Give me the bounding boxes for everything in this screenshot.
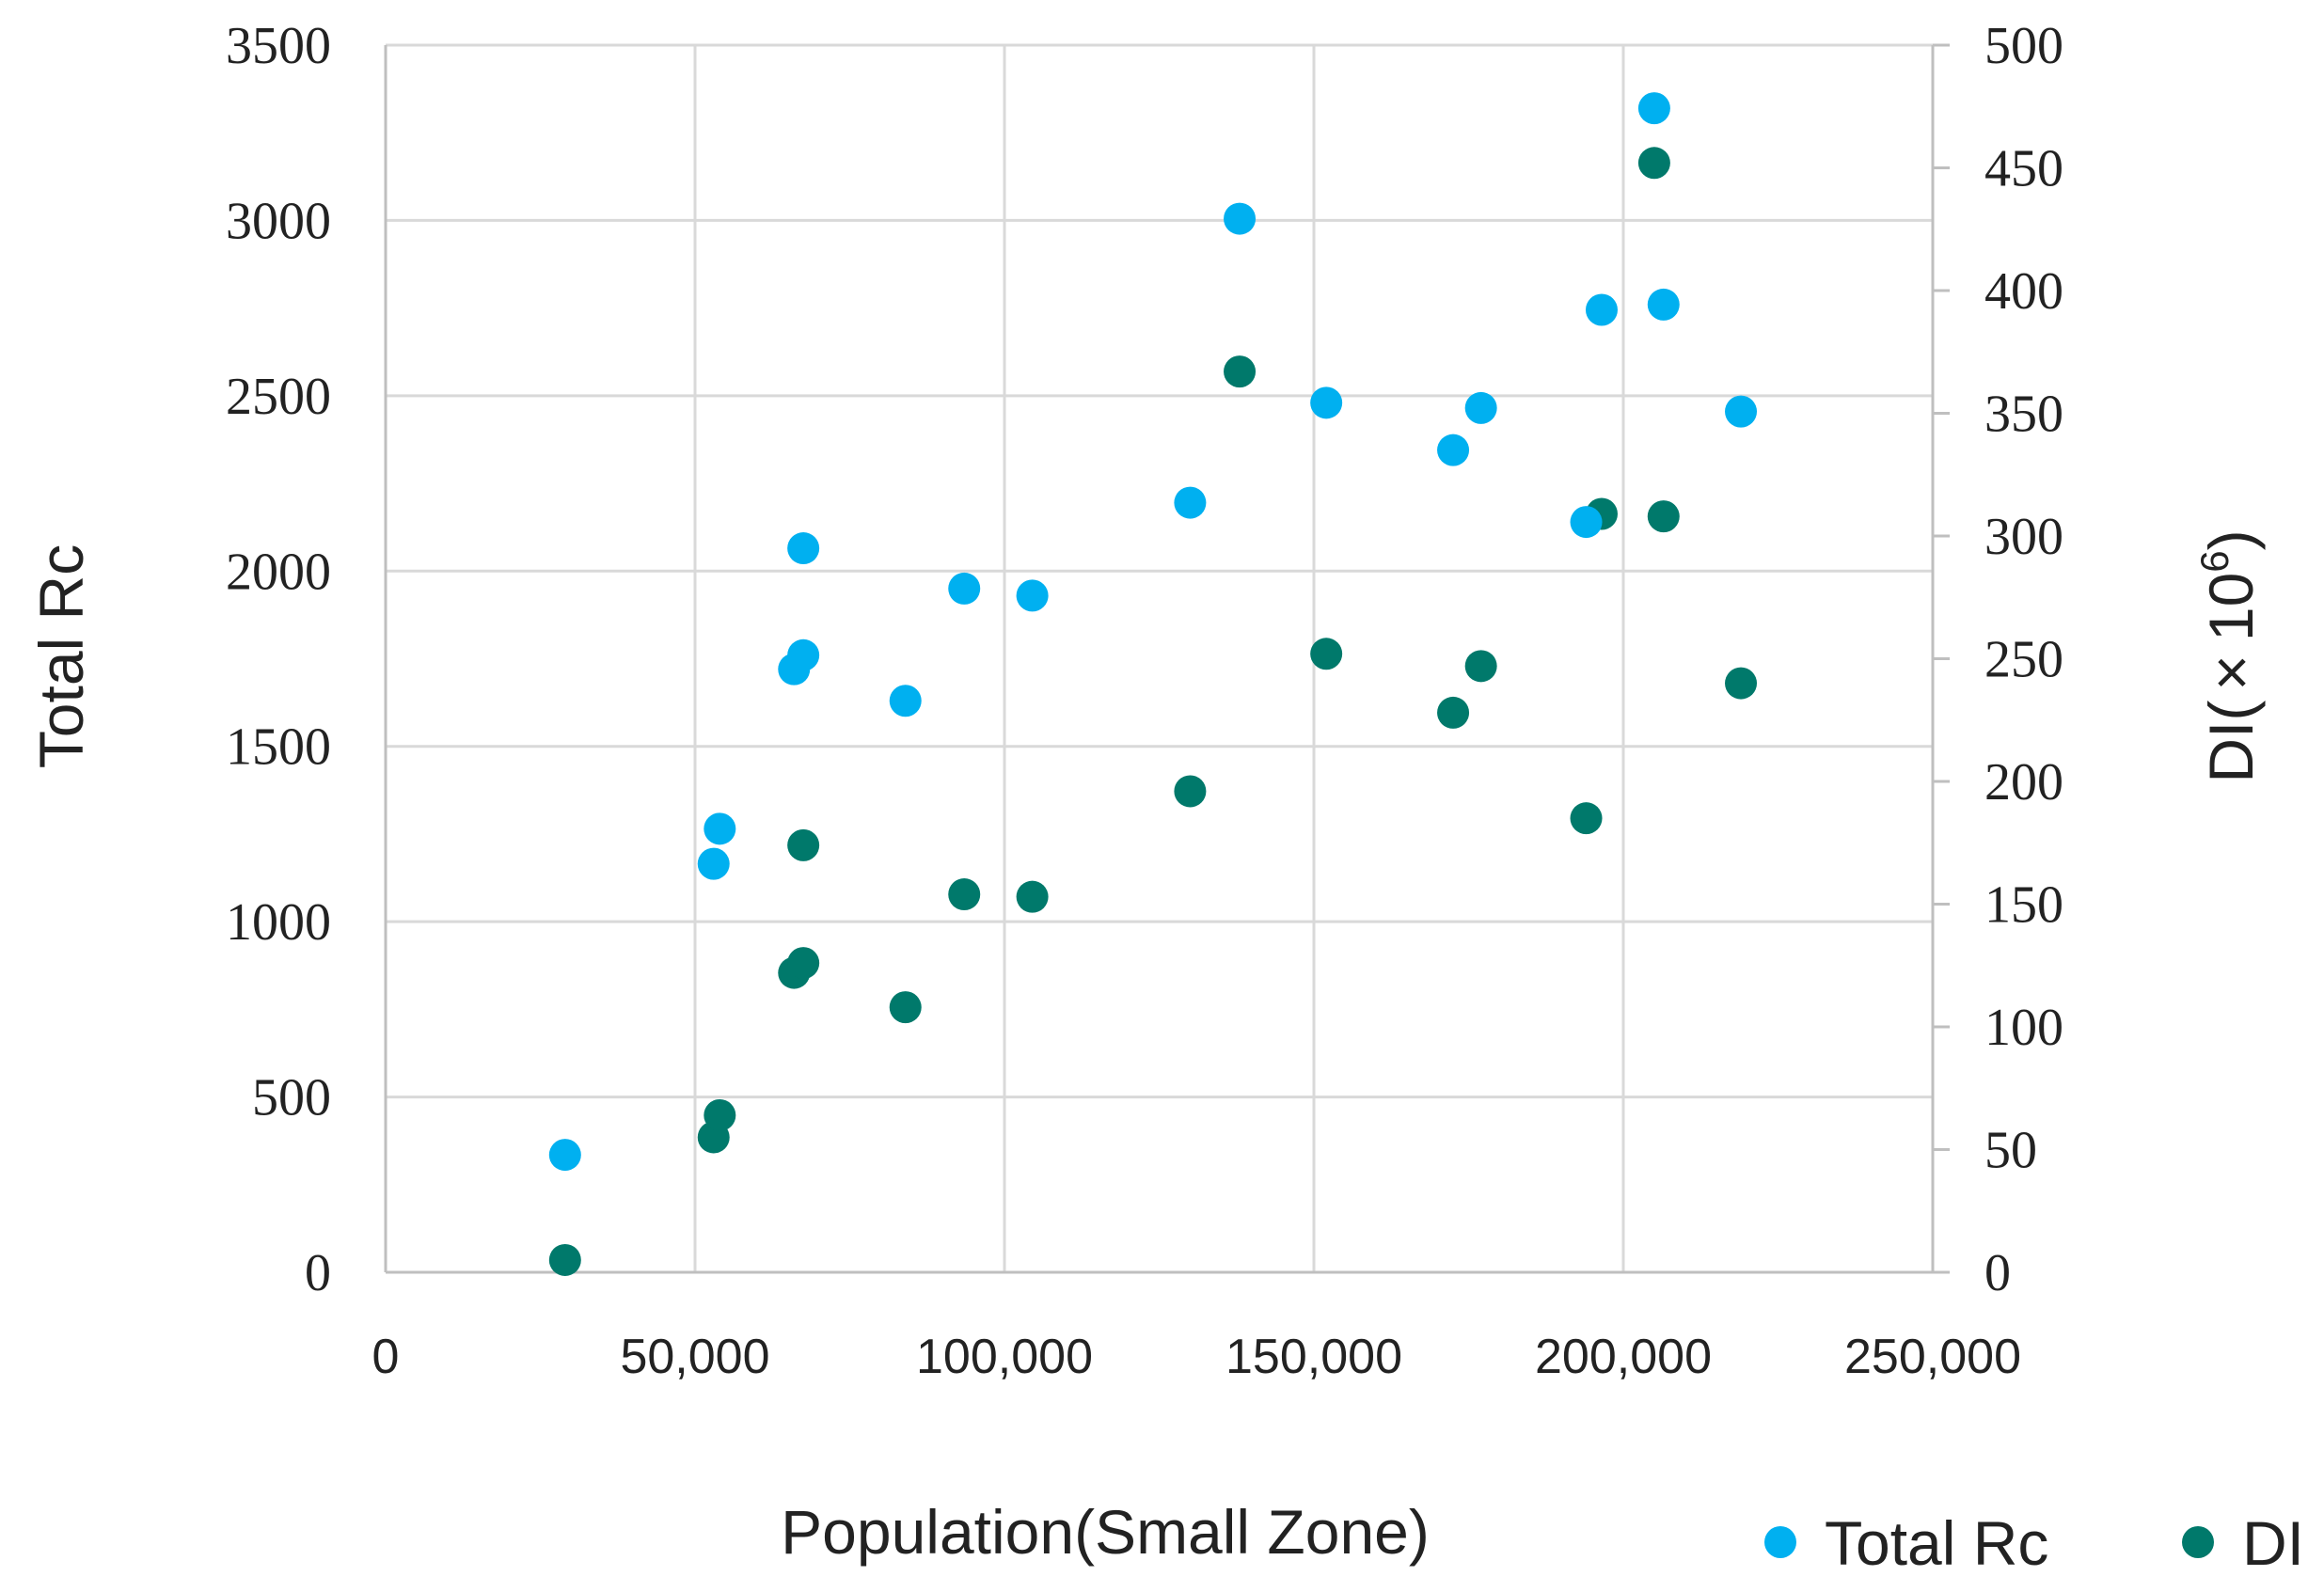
y2-title-exponent: 6	[2192, 550, 2237, 572]
y-tick-label-left: 500	[252, 1069, 331, 1127]
legend: Total Rc DI	[1764, 1508, 2304, 1578]
legend-marker-di	[2182, 1526, 2214, 1558]
y-tick-label-right: 50	[1984, 1122, 2037, 1180]
y-tick-label-right: 100	[1984, 999, 2063, 1057]
x-tick-label: 200,000	[1535, 1330, 1712, 1384]
point-total-rc	[787, 532, 820, 565]
point-di	[1637, 147, 1670, 180]
data-points	[548, 92, 1758, 1276]
point-di	[1174, 775, 1207, 808]
y-axis-title-right: DI( × 106)	[2192, 529, 2266, 782]
y-axis-title-left: Total Rc	[26, 544, 96, 768]
point-total-rc	[1725, 395, 1758, 428]
point-total-rc	[1224, 202, 1257, 235]
point-di	[1464, 650, 1497, 683]
point-total-rc	[1016, 579, 1049, 612]
y-tick-label-left: 1000	[226, 893, 331, 952]
point-di	[1647, 500, 1680, 533]
point-total-rc	[1437, 433, 1470, 466]
point-total-rc	[787, 638, 820, 671]
point-di	[1570, 802, 1603, 835]
point-total-rc	[948, 572, 981, 605]
legend-label-di: DI	[2242, 1508, 2304, 1578]
point-di	[1310, 638, 1343, 670]
point-di	[1725, 667, 1758, 700]
x-tick-label: 50,000	[620, 1330, 769, 1384]
y-tick-label-left: 3500	[226, 17, 331, 75]
y-tick-label-right: 300	[1984, 508, 2063, 566]
point-total-rc	[1647, 288, 1680, 321]
y-tick-label-right: 450	[1984, 140, 2063, 198]
x-axis-title: Population(Small Zone)	[781, 1497, 1430, 1567]
point-di	[889, 991, 922, 1024]
y-tick-label-left: 2000	[226, 543, 331, 601]
point-di	[787, 828, 820, 861]
point-total-rc	[1174, 486, 1207, 519]
point-total-rc	[548, 1139, 581, 1172]
point-total-rc	[1464, 391, 1497, 424]
y-tick-label-left: 0	[305, 1244, 331, 1302]
y-tick-label-left: 3000	[226, 192, 331, 250]
point-total-rc	[1570, 506, 1603, 539]
legend-marker-total-rc	[1764, 1526, 1796, 1558]
y2-title-times: ×	[2196, 654, 2266, 691]
point-di	[1437, 696, 1470, 729]
y-tick-label-right: 0	[1984, 1244, 2011, 1302]
x-tick-label: 250,000	[1844, 1330, 2021, 1384]
point-di	[548, 1243, 581, 1276]
point-total-rc	[1585, 293, 1618, 326]
point-di	[1016, 880, 1049, 913]
y2-title-suffix: )	[2196, 529, 2266, 550]
point-di	[787, 947, 820, 980]
x-tick-label: 0	[372, 1330, 400, 1384]
gridlines	[386, 43, 1933, 1272]
point-total-rc	[889, 685, 922, 717]
point-total-rc	[697, 847, 730, 880]
y-tick-label-right: 150	[1984, 876, 2063, 935]
y-tick-label-right: 200	[1984, 753, 2063, 812]
x-tick-label: 150,000	[1225, 1330, 1402, 1384]
point-total-rc	[1310, 386, 1343, 419]
y-tick-label-right: 250	[1984, 631, 2063, 689]
axes	[384, 43, 1950, 1274]
point-total-rc	[704, 812, 736, 845]
point-di	[948, 878, 981, 911]
y2-title-prefix: DI(	[2196, 701, 2266, 783]
x-tick-label: 100,000	[916, 1330, 1093, 1384]
y-tick-label-right: 500	[1984, 17, 2063, 75]
y-tick-label-left: 1500	[226, 718, 331, 777]
y2-title-base: 10	[2196, 573, 2266, 641]
y-tick-label-right: 350	[1984, 386, 2063, 444]
legend-label-total-rc: Total Rc	[1825, 1508, 2048, 1578]
point-di	[704, 1098, 736, 1131]
point-di	[1224, 355, 1257, 388]
point-total-rc	[1637, 92, 1670, 125]
y-tick-label-right: 400	[1984, 262, 2063, 321]
y-tick-label-left: 2500	[226, 368, 331, 426]
